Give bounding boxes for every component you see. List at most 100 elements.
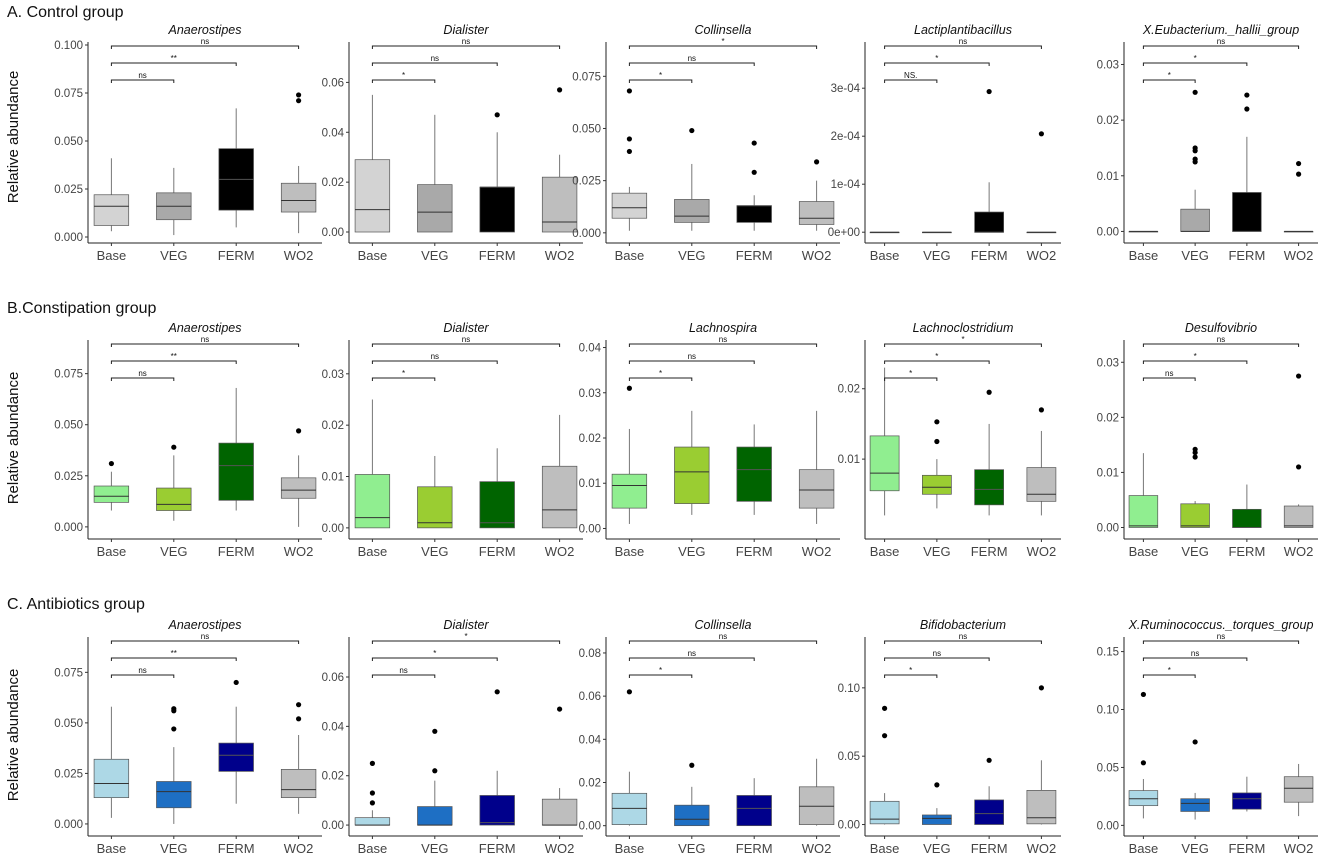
x-tick-label-p2-3: WO2 — [802, 544, 832, 559]
x-tick-label-p2-1: VEG — [160, 544, 187, 559]
box-wo2-p2-2 — [541, 465, 578, 529]
panel-title-p3-5: X.Ruminococcus._torques_group — [1128, 618, 1314, 632]
y-tick-label-p3-4: 0.10 — [838, 683, 860, 695]
box-ferm-p3-5 — [1232, 792, 1262, 810]
significance-bracket-p1-5 — [1142, 62, 1248, 66]
y-tick-label-p3-1: 0.075 — [54, 667, 83, 679]
box-veg-p2-2 — [417, 486, 453, 529]
x-tick-label-p3-5: WO2 — [1284, 841, 1314, 855]
significance-label-p3-3: ns — [688, 649, 696, 658]
significance-label-p2-1: ** — [171, 352, 177, 361]
y-tick-label-p2-3: 0.04 — [579, 343, 602, 355]
significance-bracket-p1-5 — [1142, 45, 1300, 49]
panel-title-p2-5: Desulfovibrio — [1185, 321, 1257, 335]
x-tick-label-p3-4: VEG — [923, 841, 950, 855]
significance-label-p2-1: ns — [138, 369, 146, 378]
significance-label-p1-2: * — [402, 71, 405, 80]
outlier-point-p1-2 — [494, 112, 500, 118]
y-tick-label-p1-5: 0.01 — [1097, 171, 1119, 183]
significance-bracket-p1-3 — [628, 79, 693, 83]
y-tick-label-p1-2: 0.02 — [322, 177, 344, 189]
outlier-point-p1-3 — [751, 169, 757, 175]
outlier-point-p3-2 — [432, 728, 438, 734]
significance-bracket-p1-5 — [1142, 79, 1196, 83]
significance-label-p1-1: ns — [138, 71, 146, 80]
x-tick-label-p1-2: VEG — [421, 248, 448, 263]
box-ferm-p3-2 — [479, 795, 515, 826]
y-tick-label-p1-5: 0.03 — [1097, 59, 1119, 71]
y-tick-label-p3-3: 0.08 — [579, 648, 601, 660]
y-tick-label-p1-2: 0.00 — [322, 227, 344, 239]
group-title: B.Constipation group — [7, 300, 157, 317]
y-tick-label-p2-1: 0.000 — [54, 522, 83, 534]
panel-title-p3-4: Bifidobacterium — [920, 618, 1006, 632]
x-tick-label-p3-4: Base — [870, 841, 900, 855]
outlier-point-p3-2 — [494, 689, 500, 695]
significance-bracket-p2-5 — [1142, 343, 1300, 347]
box-ferm-p1-3 — [736, 205, 772, 223]
x-tick-label-p2-1: WO2 — [284, 544, 314, 559]
x-tick-label-p2-4: VEG — [923, 544, 950, 559]
box-veg-p3-5 — [1180, 798, 1210, 812]
outlier-point-p2-5 — [1192, 446, 1198, 452]
x-tick-label-p1-4: VEG — [923, 248, 950, 263]
y-tick-label-p2-1: 0.025 — [54, 471, 83, 483]
significance-bracket-p3-5 — [1142, 640, 1300, 644]
outlier-point-p3-5 — [1192, 739, 1198, 745]
outlier-point-p2-1 — [108, 460, 114, 467]
significance-bracket-p3-2 — [371, 674, 436, 678]
x-tick-label-p2-5: Base — [1129, 544, 1159, 559]
significance-bracket-p3-2 — [371, 657, 498, 661]
significance-label-p3-4: ns — [959, 632, 967, 641]
significance-bracket-p3-1 — [110, 657, 237, 661]
significance-bracket-p1-4 — [884, 45, 1042, 49]
box-ferm-p3-3 — [736, 795, 772, 827]
significance-label-p2-1: ns — [201, 335, 209, 344]
y-tick-label-p2-1: 0.050 — [54, 420, 83, 432]
y-tick-label-p2-2: 0.02 — [322, 420, 344, 432]
significance-label-p2-4: * — [935, 352, 938, 361]
x-tick-label-p2-5: VEG — [1181, 544, 1208, 559]
significance-label-p2-4: * — [909, 369, 912, 378]
significance-bracket-p1-2 — [371, 79, 436, 83]
x-tick-label-p3-3: FERM — [736, 841, 773, 855]
panel-title-p1-5: X.Eubacterium._hallii_group — [1142, 23, 1299, 37]
x-tick-label-p1-1: FERM — [218, 248, 255, 263]
y-tick-label-p3-5: 0.05 — [1097, 762, 1119, 774]
significance-bracket-p2-5 — [1142, 377, 1196, 381]
y-tick-label-p1-5: 0.02 — [1097, 115, 1119, 127]
x-tick-label-p2-2: WO2 — [545, 544, 575, 559]
significance-bracket-p1-3 — [628, 45, 818, 49]
y-tick-label-p2-3: 0.03 — [579, 388, 601, 400]
box-wo2-p3-5 — [1283, 776, 1314, 803]
significance-bracket-p3-3 — [628, 640, 818, 644]
x-tick-label-p3-4: FERM — [971, 841, 1008, 855]
group-title: A. Control group — [7, 4, 124, 21]
x-tick-label-p1-3: WO2 — [802, 248, 832, 263]
box-base-p2-5 — [1128, 495, 1159, 528]
box-base-p1-1 — [93, 194, 130, 226]
y-tick-label-p2-4: 0.01 — [838, 454, 860, 466]
y-tick-label-p1-3: 0.000 — [572, 228, 601, 240]
outlier-point-p1-2 — [557, 87, 563, 93]
significance-label-p3-1: ns — [138, 666, 146, 675]
box-wo2-p2-5 — [1283, 505, 1314, 528]
outlier-point-p3-1 — [171, 706, 177, 712]
significance-bracket-p3-1 — [110, 674, 175, 678]
x-tick-label-p1-4: WO2 — [1027, 248, 1057, 263]
outlier-point-p1-1 — [296, 98, 302, 104]
y-tick-label-p1-1: 0.025 — [54, 184, 83, 196]
box-wo2-p2-3 — [798, 469, 835, 509]
significance-bracket-p3-4 — [884, 674, 938, 678]
panel-title-p2-2: Dialister — [443, 321, 489, 335]
x-tick-label-p1-1: WO2 — [284, 248, 314, 263]
panel-title-p3-2: Dialister — [443, 618, 489, 632]
box-wo2-p2-4 — [1026, 467, 1057, 502]
box-veg-p2-5 — [1180, 503, 1210, 528]
significance-bracket-p1-1 — [110, 45, 300, 49]
x-tick-label-p1-1: Base — [97, 248, 127, 263]
outlier-point-p1-3 — [626, 148, 633, 155]
y-tick-label-p2-3: 0.01 — [579, 478, 601, 490]
x-tick-label-p2-2: FERM — [479, 544, 516, 559]
